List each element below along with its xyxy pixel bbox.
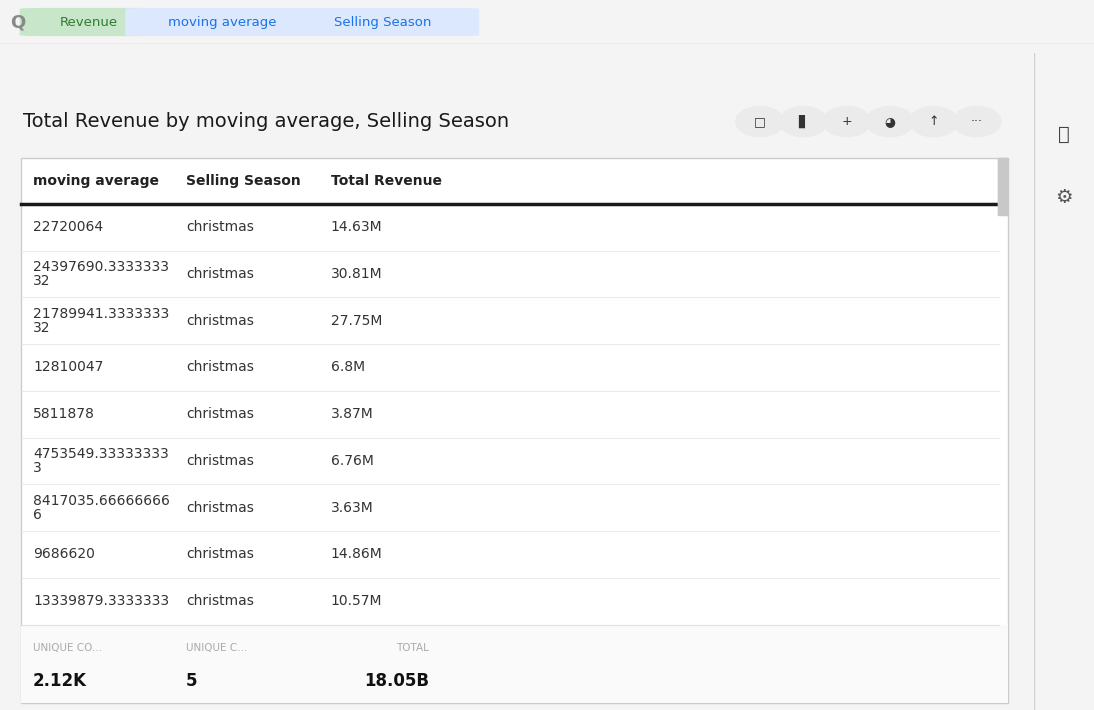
Text: 18.05B: 18.05B <box>364 672 429 690</box>
Text: 3: 3 <box>33 461 42 475</box>
Text: 10.57M: 10.57M <box>330 594 382 608</box>
Text: Total Revenue by moving average, Selling Season: Total Revenue by moving average, Selling… <box>23 112 509 131</box>
Text: christmas: christmas <box>186 454 254 468</box>
Circle shape <box>822 106 872 137</box>
Text: 5: 5 <box>186 672 198 690</box>
Text: 9686620: 9686620 <box>33 547 95 562</box>
Text: ···: ··· <box>971 115 984 128</box>
Text: □: □ <box>754 115 766 128</box>
Text: 8417035.66666666: 8417035.66666666 <box>33 493 170 508</box>
Text: 22720064: 22720064 <box>33 220 103 234</box>
Text: christmas: christmas <box>186 220 254 234</box>
Text: moving average: moving average <box>167 16 276 28</box>
Text: moving average: moving average <box>33 174 159 187</box>
Text: UNIQUE C...: UNIQUE C... <box>186 643 247 653</box>
FancyBboxPatch shape <box>286 8 479 36</box>
Text: 32: 32 <box>33 274 50 288</box>
Text: 14.63M: 14.63M <box>330 220 383 234</box>
Text: UNIQUE CO...: UNIQUE CO... <box>33 643 102 653</box>
Text: christmas: christmas <box>186 594 254 608</box>
Text: Q: Q <box>10 13 25 31</box>
Text: 14.86M: 14.86M <box>330 547 383 562</box>
Text: ⬛: ⬛ <box>1058 125 1070 144</box>
Text: 5811878: 5811878 <box>33 407 95 421</box>
Text: ↑: ↑ <box>929 115 939 128</box>
Text: 3.87M: 3.87M <box>330 407 373 421</box>
Text: 24397690.3333333: 24397690.3333333 <box>33 260 170 274</box>
Bar <box>21 158 1008 704</box>
Text: Selling Season: Selling Season <box>334 16 431 28</box>
Text: 30.81M: 30.81M <box>330 267 383 281</box>
Text: Total Revenue: Total Revenue <box>330 174 442 187</box>
Circle shape <box>779 106 828 137</box>
FancyBboxPatch shape <box>125 8 318 36</box>
Circle shape <box>735 106 784 137</box>
Text: +: + <box>841 115 852 128</box>
Bar <box>21 625 1008 704</box>
Text: ⚙: ⚙ <box>1056 187 1072 207</box>
Text: 21789941.3333333: 21789941.3333333 <box>33 307 170 321</box>
Text: christmas: christmas <box>186 361 254 374</box>
Text: 27.75M: 27.75M <box>330 314 382 327</box>
Text: christmas: christmas <box>186 407 254 421</box>
Text: 4753549.33333333: 4753549.33333333 <box>33 447 168 461</box>
Text: 32: 32 <box>33 321 50 334</box>
Text: Selling Season: Selling Season <box>186 174 301 187</box>
Text: 13339879.3333333: 13339879.3333333 <box>33 594 170 608</box>
Circle shape <box>909 106 958 137</box>
Text: ◕: ◕ <box>885 115 896 128</box>
Text: TOTAL: TOTAL <box>396 643 429 653</box>
Text: 6.8M: 6.8M <box>330 361 365 374</box>
Text: 3.63M: 3.63M <box>330 501 373 515</box>
Text: ▋: ▋ <box>799 115 808 129</box>
Circle shape <box>952 106 1002 137</box>
Text: christmas: christmas <box>186 314 254 327</box>
Text: 6: 6 <box>33 508 42 522</box>
Text: Revenue: Revenue <box>60 16 118 28</box>
FancyBboxPatch shape <box>998 158 1009 217</box>
Text: christmas: christmas <box>186 267 254 281</box>
Circle shape <box>865 106 915 137</box>
Text: christmas: christmas <box>186 501 254 515</box>
Text: 6.76M: 6.76M <box>330 454 374 468</box>
Text: christmas: christmas <box>186 547 254 562</box>
Text: 2.12K: 2.12K <box>33 672 88 690</box>
Text: 12810047: 12810047 <box>33 361 104 374</box>
FancyBboxPatch shape <box>20 8 158 36</box>
